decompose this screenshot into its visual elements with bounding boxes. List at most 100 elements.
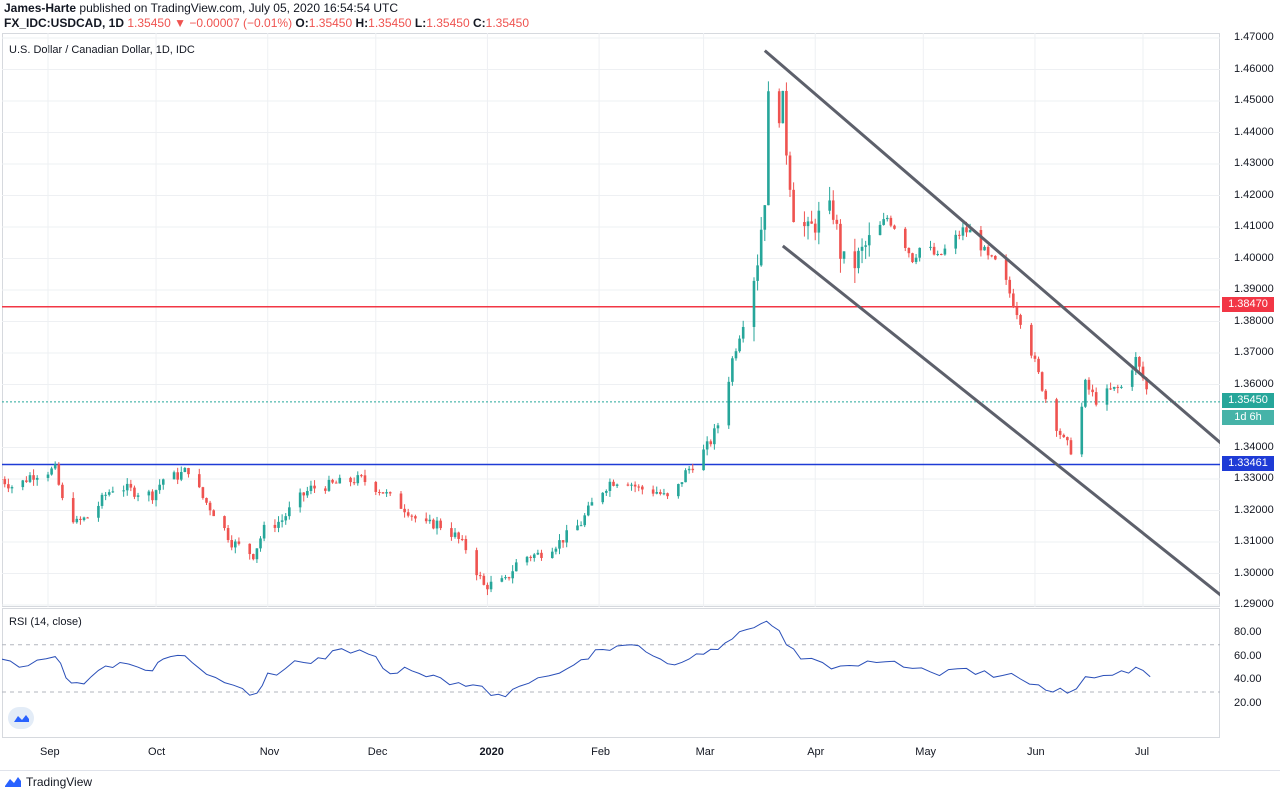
candle-body: [727, 382, 730, 426]
candle-body: [349, 478, 352, 482]
candle-body: [767, 91, 770, 205]
candle-body: [130, 484, 133, 488]
candle-body: [162, 479, 165, 484]
candle-body: [436, 521, 439, 529]
candle-body: [843, 251, 846, 259]
candle-body: [666, 493, 669, 496]
candle-body: [382, 492, 385, 493]
candle-body: [929, 247, 932, 248]
price-tick-label: 1.36000: [1234, 378, 1274, 390]
price-tick-label: 1.40000: [1234, 252, 1274, 264]
tradingview-brand[interactable]: TradingView: [26, 775, 92, 789]
candle-body: [238, 541, 241, 543]
price-tick-label: 1.47000: [1234, 31, 1274, 43]
candle-body: [760, 230, 763, 266]
candle-body: [374, 482, 377, 492]
candle-body: [641, 487, 644, 490]
candle-body: [223, 516, 226, 528]
candle-body: [839, 224, 842, 259]
candle-body: [655, 492, 658, 494]
tradingview-badge-icon[interactable]: [8, 707, 34, 729]
candle-body: [79, 519, 82, 520]
candle-body: [1055, 399, 1058, 431]
candle-body: [1070, 440, 1073, 454]
candle-body: [50, 468, 53, 474]
time-tick-label: May: [915, 746, 936, 758]
candle-body: [461, 539, 464, 540]
candle-body: [1066, 437, 1069, 440]
time-tick-label: Dec: [368, 746, 388, 758]
price-tick-label: 1.38000: [1234, 315, 1274, 327]
candle-body: [933, 247, 936, 255]
candle-body: [212, 510, 215, 516]
candle-body: [313, 486, 316, 489]
candle-body: [1109, 388, 1112, 389]
candle-body: [792, 190, 795, 222]
candle-body: [411, 516, 414, 517]
candle-body: [735, 351, 738, 358]
candle-body: [508, 577, 511, 578]
chart-header: James-Harte published on TradingView.com…: [0, 0, 1280, 32]
price-tick-label: 1.44000: [1234, 126, 1274, 138]
candle-body: [908, 248, 911, 253]
candle-body: [133, 488, 136, 497]
candle-body: [1088, 380, 1091, 390]
candle-body: [756, 265, 759, 281]
candle-body: [1113, 387, 1116, 389]
candle-body: [987, 247, 990, 255]
candle-body: [1106, 388, 1109, 404]
candle-body: [284, 516, 287, 520]
candle-body: [263, 525, 266, 539]
candle-body: [526, 557, 529, 562]
candle-body: [483, 576, 486, 585]
candle-body: [259, 538, 262, 548]
rsi-tick-label: 80.00: [1234, 626, 1262, 638]
candle-body: [3, 479, 6, 484]
author-name[interactable]: James-Harte: [4, 1, 76, 15]
candle-body: [54, 464, 57, 468]
channel-line-upper: [765, 51, 1220, 445]
candle-body: [230, 540, 233, 547]
candle-body: [861, 247, 864, 251]
candle-body: [854, 251, 857, 268]
candle-body: [717, 425, 720, 428]
rsi-tick-label: 60.00: [1234, 650, 1262, 662]
candle-body: [691, 469, 694, 470]
candle-body: [486, 585, 489, 589]
blue-line-price-label: 1.33461: [1222, 456, 1274, 471]
candle-body: [893, 226, 896, 229]
high-value: 1.35450: [368, 16, 411, 30]
candle-body: [76, 519, 79, 522]
candle-body: [713, 428, 716, 444]
candle-body: [763, 205, 766, 230]
candle-body: [335, 483, 338, 484]
candle-body: [778, 91, 781, 123]
time-tick-label: Sep: [40, 746, 60, 758]
last-price-label: 1.35450: [1222, 393, 1274, 408]
candle-body: [918, 248, 921, 258]
candle-body: [904, 229, 907, 248]
countdown-label: 1d 6h: [1222, 410, 1274, 425]
candle-body: [299, 492, 302, 507]
time-tick-label: Apr: [807, 746, 824, 758]
candle-body: [663, 493, 666, 494]
tradingview-logo-icon: [4, 775, 22, 789]
candle-body: [504, 577, 507, 578]
price-tick-label: 1.43000: [1234, 157, 1274, 169]
candle-body: [187, 468, 190, 474]
candle-body: [969, 230, 972, 232]
candle-body: [583, 515, 586, 525]
candle-body: [158, 485, 161, 490]
candle-body: [32, 475, 35, 480]
down-arrow-icon: ▼: [174, 16, 186, 30]
candle-body: [389, 492, 392, 493]
candle-body: [1041, 372, 1044, 391]
candle-body: [1019, 315, 1022, 325]
candle-body: [248, 544, 251, 554]
candle-body: [1131, 370, 1134, 387]
price-change: −0.00007 (−0.01%): [189, 16, 292, 30]
candle-body: [836, 220, 839, 224]
candle-body: [742, 327, 745, 339]
symbol-name[interactable]: FX_IDC:USDCAD, 1D: [4, 16, 124, 30]
